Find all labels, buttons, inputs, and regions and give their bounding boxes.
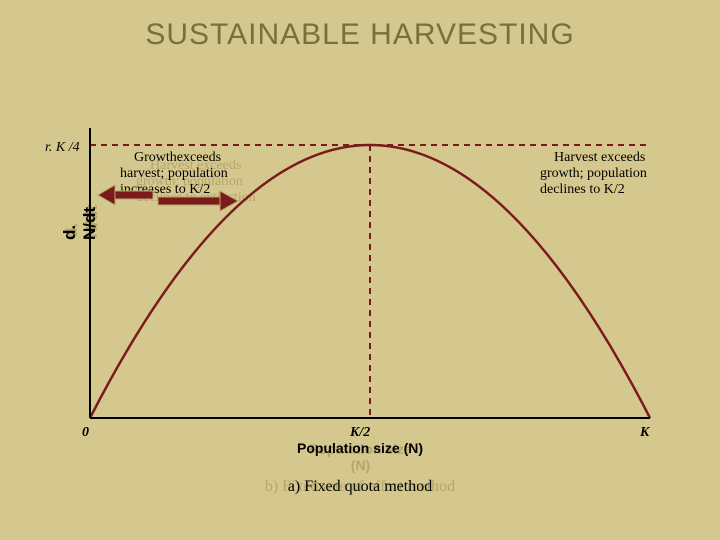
xtick-k: K [640,425,649,441]
xaxis-label: Population size (N) Population size (N) … [0,440,720,456]
arrow-right [158,191,238,211]
arrow-left [98,185,153,205]
xtick-zero: 0 [82,425,89,441]
xaxis-label-main: Population size (N) [297,440,423,456]
slide-root: SUSTAINABLE HARVESTING r. K /4 d. N/dt d… [0,0,720,540]
caption-layer-a: a) Fixed quota method [0,478,720,496]
xtick-k2: K/2 [350,425,370,441]
